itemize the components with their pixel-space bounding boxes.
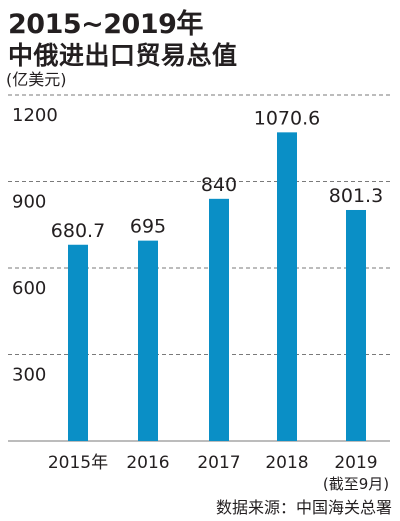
bar-2017 [209, 198, 229, 441]
bar-value-label-2016: 695 [130, 216, 166, 238]
chart-title-line-1: 2015~2019年 [8, 9, 203, 40]
x-tick-note-2019: (截至9月) [323, 475, 389, 493]
y-tick-label-600: 600 [12, 278, 46, 299]
x-tick-label-2015年: 2015年 [48, 453, 108, 473]
x-tick-label-2017: 2017 [197, 453, 240, 473]
bar-2015年 [68, 244, 88, 441]
bar-value-label-2017: 840 [201, 174, 237, 196]
data-source-note: 数据来源：中国海关总署 [215, 498, 392, 517]
bar-2016 [138, 240, 158, 441]
bar-2019 [346, 209, 366, 441]
y-tick-label-1200: 1200 [12, 105, 58, 126]
bar-2018 [277, 132, 297, 442]
y-tick-label-900: 900 [12, 192, 46, 213]
y-axis-unit-label: (亿美元) [6, 70, 67, 89]
bar-value-label-2018: 1070.6 [254, 107, 320, 129]
y-tick-label-300: 300 [12, 365, 46, 386]
bar-value-label-2015年: 680.7 [51, 220, 105, 242]
x-tick-label-2016: 2016 [126, 453, 169, 473]
chart-title-line-2: 中俄进出口贸易总值 [8, 41, 238, 70]
x-tick-label-2019: 2019 [334, 453, 377, 473]
bar-value-label-2019: 801.3 [329, 185, 383, 207]
x-tick-label-2018: 2018 [265, 453, 308, 473]
